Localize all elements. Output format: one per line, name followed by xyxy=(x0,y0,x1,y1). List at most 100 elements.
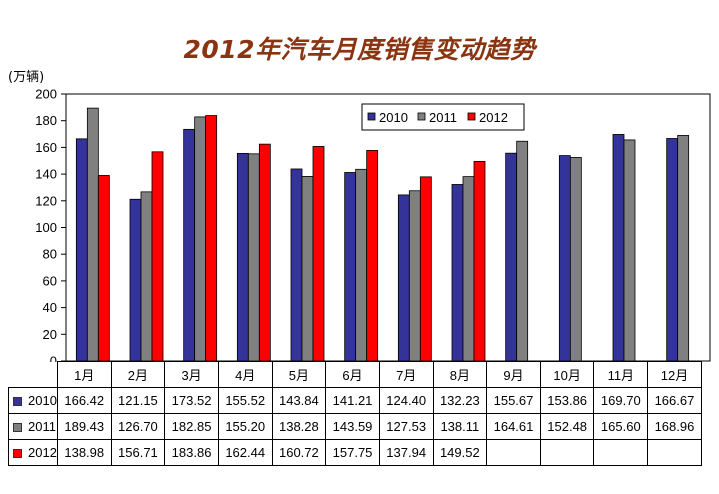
table-row: 2012 138.98 156.71 183.86 162.44 160.72 157.75… xyxy=(8,439,702,466)
bar xyxy=(569,157,582,362)
y-tick-label: 100 xyxy=(35,220,57,235)
table-row: 2010 166.42 121.15 173.52 155.52 143.84 141.21… xyxy=(8,387,702,414)
bar xyxy=(129,198,142,362)
table-cell: 166.67 xyxy=(647,387,702,414)
bar xyxy=(97,175,110,362)
x-category-label: 3月 xyxy=(164,361,219,388)
bar xyxy=(258,143,271,362)
bar xyxy=(612,134,625,362)
table-cell: 168.96 xyxy=(647,413,702,440)
legend-label: 2012 xyxy=(479,110,508,125)
x-category-label: 5月 xyxy=(271,361,327,388)
y-tick-label: 120 xyxy=(35,193,57,208)
bar xyxy=(86,107,99,362)
table-cell xyxy=(539,439,595,466)
table-cell: 173.52 xyxy=(164,387,219,414)
bar xyxy=(623,139,636,362)
bar xyxy=(408,190,421,362)
table-cell: 137.94 xyxy=(378,439,434,466)
table-cell: 165.60 xyxy=(593,413,649,440)
bar xyxy=(140,191,153,362)
legend-swatch xyxy=(367,112,376,121)
x-category-label: 2月 xyxy=(110,361,166,388)
table-cell: 153.86 xyxy=(539,387,595,414)
table-cell: 155.52 xyxy=(217,387,273,414)
row-label: 2011 xyxy=(28,419,56,434)
bar xyxy=(419,176,432,362)
legend-label: 2010 xyxy=(379,110,408,125)
table-cell: 127.53 xyxy=(378,413,434,440)
bar xyxy=(183,128,196,362)
x-category-label: 7月 xyxy=(378,361,434,388)
table-cell: 149.52 xyxy=(432,439,488,466)
table-cell: 156.71 xyxy=(110,439,166,466)
bar xyxy=(344,172,357,362)
table-cell: 138.11 xyxy=(432,413,488,440)
series-swatch xyxy=(13,449,22,459)
table-cell xyxy=(647,439,702,466)
bar xyxy=(462,176,475,362)
legend xyxy=(361,103,525,131)
table-corner xyxy=(8,361,58,388)
table-cell xyxy=(593,439,649,466)
bar xyxy=(312,146,325,362)
bar xyxy=(677,135,690,362)
bar xyxy=(505,152,518,362)
bar xyxy=(301,175,314,362)
table-cell: 182.85 xyxy=(164,413,219,440)
table-cell: 166.42 xyxy=(56,387,112,414)
y-tick-label: 200 xyxy=(35,87,57,102)
x-category-label: 10月 xyxy=(539,361,595,388)
table-header-row: 1月 2月 3月 4月 5月 6月 7月 8月 9月 10月 11月 12月 xyxy=(8,361,702,388)
table-cell: 124.40 xyxy=(378,387,434,414)
table-cell: 162.44 xyxy=(217,439,273,466)
y-tick-label: 80 xyxy=(43,247,57,262)
bar xyxy=(397,194,410,362)
table-cell: 189.43 xyxy=(56,413,112,440)
table-cell: 183.86 xyxy=(164,439,219,466)
table-cell: 126.70 xyxy=(110,413,166,440)
x-category-label: 1月 xyxy=(56,361,112,388)
table-row: 2011 189.43 126.70 182.85 155.20 138.28 143.59… xyxy=(8,413,702,440)
bar xyxy=(194,116,207,362)
bar xyxy=(473,160,486,362)
table-cell: 143.84 xyxy=(271,387,327,414)
chart-title: 2012年汽车月度销售变动趋势 xyxy=(183,35,536,64)
table-cell: 160.72 xyxy=(271,439,327,466)
x-category-label: 6月 xyxy=(325,361,380,388)
bar-chart: 0 20 40 60 80 100 120 140 160 180 200 2010 2011 2012 xyxy=(35,87,711,363)
bar xyxy=(666,138,679,362)
x-category-label: 11月 xyxy=(593,361,649,388)
x-category-label: 9月 xyxy=(486,361,541,388)
row-header: 2010 xyxy=(8,387,58,414)
row-label: 2012 xyxy=(28,445,57,460)
y-axis-unit-label: (万辆) xyxy=(8,70,45,85)
legend-swatch xyxy=(417,112,426,121)
table-cell: 121.15 xyxy=(110,387,166,414)
x-category-label: 12月 xyxy=(647,361,702,388)
table-cell: 155.67 xyxy=(486,387,541,414)
row-header: 2011 xyxy=(8,413,58,440)
bar xyxy=(236,152,249,362)
y-tick-label: 180 xyxy=(35,113,57,128)
table-cell: 152.48 xyxy=(539,413,595,440)
legend-label: 2011 xyxy=(429,110,457,125)
y-tick-label: 40 xyxy=(43,300,57,315)
y-tick-label: 0 xyxy=(50,354,57,363)
y-tick-label: 20 xyxy=(43,327,57,342)
table-cell xyxy=(486,439,541,466)
x-category-label: 4月 xyxy=(217,361,273,388)
y-tick-label: 160 xyxy=(35,140,57,155)
bar xyxy=(366,150,379,362)
bar xyxy=(151,151,164,362)
y-tick-label: 60 xyxy=(43,273,57,288)
legend-swatch xyxy=(467,112,476,121)
bar xyxy=(451,184,464,362)
bar xyxy=(247,153,260,362)
bar xyxy=(558,155,571,362)
bar xyxy=(205,115,218,362)
table-cell: 138.98 xyxy=(56,439,112,466)
series-swatch xyxy=(13,423,22,433)
row-label: 2010 xyxy=(28,393,57,408)
bar xyxy=(290,168,303,362)
